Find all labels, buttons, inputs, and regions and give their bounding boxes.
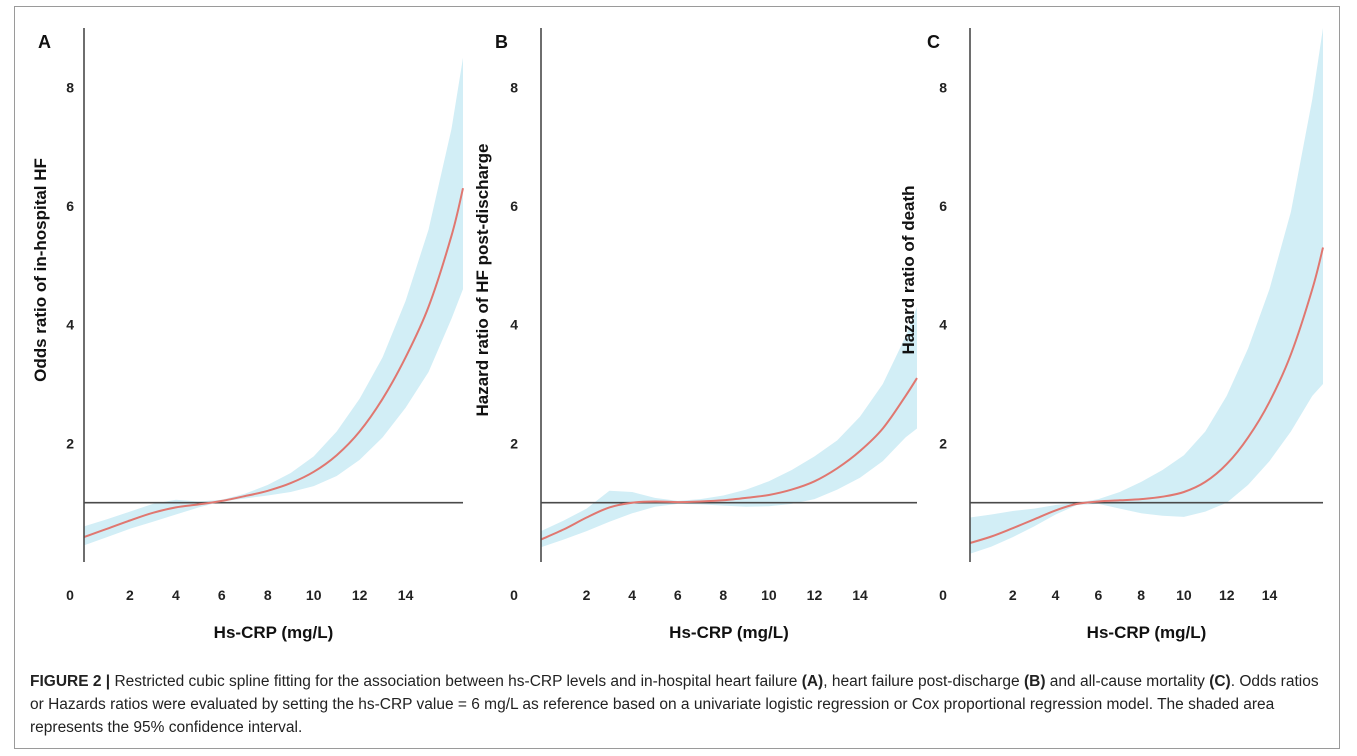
chart-figure: 2 4 6 8 0 2 4 6 8 10 12 14 A Hs-CRP (mg/L) Odds ratio … bbox=[31, 28, 1324, 642]
panel-c-x-tick-label: 8 bbox=[1137, 587, 1145, 603]
panel-a-x-tick-label: 10 bbox=[306, 587, 322, 603]
panel-c: 2 4 6 8 0 2 4 6 8 10 12 14 C Hs-CRP (mg/L) Hazard rati… bbox=[899, 28, 1324, 642]
figure-frame bbox=[14, 6, 1340, 749]
figure-caption: FIGURE 2 | Restricted cubic spline fitti… bbox=[30, 670, 1325, 739]
panel-a-x-tick-label: 6 bbox=[218, 587, 226, 603]
panel-c-x-tick-label: 6 bbox=[1094, 587, 1102, 603]
panel-b-x-tick-label: 0 bbox=[510, 587, 518, 603]
panel-b-panel-label: B bbox=[495, 32, 508, 52]
panel-a-x-tick-label: 2 bbox=[126, 587, 134, 603]
panel-c-y-axis-label: Hazard ratio of death bbox=[899, 185, 918, 354]
panel-b-x-tick-label: 12 bbox=[807, 587, 823, 603]
panel-c-y-tick-label: 2 bbox=[939, 435, 947, 451]
panel-c-x-tick-label: 4 bbox=[1052, 587, 1060, 603]
panel-a-x-tick-label: 4 bbox=[172, 587, 180, 603]
panel-c-x-tick-label: 12 bbox=[1219, 587, 1235, 603]
panel-a-y-tick-label: 2 bbox=[66, 435, 74, 451]
panel-a-spline-curve bbox=[83, 187, 464, 539]
panel-c-confidence-band bbox=[970, 28, 1323, 554]
caption-ref-a: (A) bbox=[801, 673, 824, 690]
panel-c-y-tick-label: 4 bbox=[939, 317, 947, 333]
panel-c-x-tick-label: 0 bbox=[939, 587, 947, 603]
panel-b-x-tick-label: 4 bbox=[628, 587, 636, 603]
caption-heading: FIGURE 2 | bbox=[30, 673, 111, 690]
panel-c-spline-curve bbox=[969, 247, 1324, 544]
panel-a-y-tick-label: 6 bbox=[66, 198, 74, 214]
panel-a-x-axis-label: Hs-CRP (mg/L) bbox=[214, 623, 334, 642]
panel-b-x-tick-label: 10 bbox=[761, 587, 777, 603]
panel-a-panel-label: A bbox=[38, 32, 51, 52]
caption-ref-b: (B) bbox=[1023, 673, 1046, 690]
panel-b-y-tick-label: 8 bbox=[510, 79, 518, 95]
panel-a-confidence-band bbox=[84, 57, 463, 546]
panel-a-x-tick-label: 14 bbox=[398, 587, 414, 603]
panel-c-x-tick-label: 10 bbox=[1176, 587, 1192, 603]
panel-c-x-tick-label: 2 bbox=[1009, 587, 1017, 603]
panel-b-y-axis-label: Hazard ratio of HF post-discharge bbox=[473, 144, 492, 417]
panel-a-y-tick-label: 4 bbox=[66, 317, 74, 333]
panel-b-x-axis-label: Hs-CRP (mg/L) bbox=[669, 623, 789, 642]
caption-ref-c: (C) bbox=[1209, 673, 1231, 690]
panel-a-x-tick-label: 8 bbox=[264, 587, 272, 603]
panel-a-x-tick-label: 12 bbox=[352, 587, 368, 603]
panel-b-x-tick-label: 8 bbox=[719, 587, 727, 603]
caption-text-2: , heart failure post-discharge bbox=[823, 673, 1024, 690]
panel-b-y-tick-label: 6 bbox=[510, 198, 518, 214]
caption-text-1: Restricted cubic spline fitting for the … bbox=[110, 673, 802, 690]
caption-text-4: . Odds ratios or Hazards ratios were eva… bbox=[30, 673, 1319, 736]
panel-b-x-tick-label: 6 bbox=[674, 587, 682, 603]
panel-c-y-tick-label: 6 bbox=[939, 198, 947, 214]
panel-b-y-tick-label: 4 bbox=[510, 317, 518, 333]
panel-c-y-tick-label: 8 bbox=[939, 79, 947, 95]
panel-b-spline-curve bbox=[540, 377, 918, 541]
panel-a-y-axis-label: Odds ratio of in-hospital HF bbox=[31, 158, 50, 382]
panel-b-confidence-band bbox=[541, 306, 917, 548]
panel-c-x-tick-label: 14 bbox=[1262, 587, 1278, 603]
panel-b-x-tick-label: 14 bbox=[852, 587, 868, 603]
panel-b-x-tick-label: 2 bbox=[583, 587, 591, 603]
panel-a-x-tick-label: 0 bbox=[66, 587, 74, 603]
panel-a-y-tick-label: 8 bbox=[66, 79, 74, 95]
caption-text-3: and all-cause mortality bbox=[1045, 673, 1210, 690]
panel-c-panel-label: C bbox=[927, 32, 940, 52]
panel-b: 2 4 6 8 0 2 4 6 8 10 12 14 B Hs-CRP (mg/L) Hazard rati… bbox=[473, 28, 918, 642]
panel-b-y-tick-label: 2 bbox=[510, 435, 518, 451]
panel-c-x-axis-label: Hs-CRP (mg/L) bbox=[1087, 623, 1207, 642]
panel-a: 2 4 6 8 0 2 4 6 8 10 12 14 A Hs-CRP (mg/L) Odds ratio … bbox=[31, 28, 464, 642]
